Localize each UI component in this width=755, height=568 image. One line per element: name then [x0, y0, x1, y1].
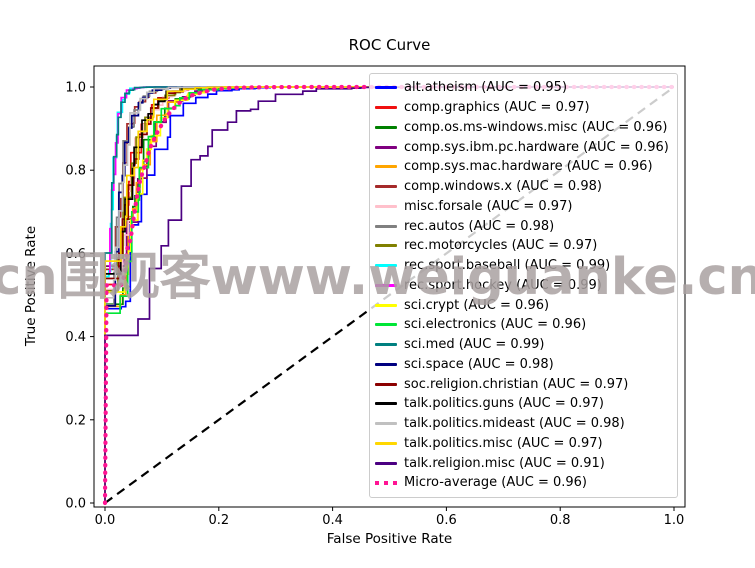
legend-item: rec.sport.hockey (AUC = 0.99) [375, 279, 671, 292]
chart-title: ROC Curve [348, 36, 431, 54]
legend-item-label: sci.med (AUC = 0.99) [404, 337, 545, 353]
x-axis-label: False Positive Rate [326, 531, 453, 547]
legend-item-label: rec.sport.baseball (AUC = 0.99) [404, 258, 611, 274]
legend-marker-line [375, 185, 397, 189]
y-tick-label: 0.4 [65, 330, 86, 345]
legend-marker-line [375, 165, 397, 169]
legend-item: talk.politics.misc (AUC = 0.97) [375, 437, 671, 450]
legend-item: misc.forsale (AUC = 0.97) [375, 200, 671, 213]
legend-item-label: talk.politics.misc (AUC = 0.97) [404, 435, 603, 451]
legend-item-label: talk.religion.misc (AUC = 0.91) [404, 455, 605, 471]
legend-marker-line [375, 422, 397, 426]
x-tick-label: 0.0 [95, 513, 116, 528]
legend-marker-line [375, 283, 397, 287]
legend-item: sci.crypt (AUC = 0.96) [375, 299, 671, 312]
legend-item: talk.religion.misc (AUC = 0.91) [375, 457, 671, 470]
legend-item-label: rec.motorcycles (AUC = 0.97) [404, 238, 598, 254]
legend-item-label: sci.crypt (AUC = 0.96) [404, 297, 550, 313]
legend-marker-line [375, 362, 397, 366]
legend-marker-line [375, 145, 397, 149]
legend-marker-line [375, 441, 397, 445]
legend-item: sci.med (AUC = 0.99) [375, 338, 671, 351]
legend-marker-line [375, 480, 397, 485]
legend-item-label: rec.autos (AUC = 0.98) [404, 218, 555, 234]
legend-item: comp.windows.x (AUC = 0.98) [375, 180, 671, 193]
legend-item-label: talk.politics.guns (AUC = 0.97) [404, 396, 604, 412]
legend-item: sci.electronics (AUC = 0.96) [375, 318, 671, 331]
plot-frame [93, 65, 686, 508]
legend-marker-line [375, 106, 397, 110]
legend-marker-line [375, 244, 397, 248]
legend-item-label: comp.os.ms-windows.misc (AUC = 0.96) [404, 119, 668, 135]
legend-item: rec.sport.baseball (AUC = 0.99) [375, 259, 671, 272]
legend-item: rec.motorcycles (AUC = 0.97) [375, 239, 671, 252]
legend-item-label: alt.atheism (AUC = 0.95) [404, 80, 568, 96]
legend-item-label: comp.windows.x (AUC = 0.98) [404, 179, 602, 195]
legend-item-label: comp.graphics (AUC = 0.97) [404, 100, 590, 116]
legend-item: rec.autos (AUC = 0.98) [375, 220, 671, 233]
legend-item: alt.atheism (AUC = 0.95) [375, 81, 671, 94]
legend-marker-line [375, 461, 397, 465]
legend-marker-line [375, 264, 397, 268]
legend-marker-line [375, 382, 397, 386]
legend-item: talk.politics.guns (AUC = 0.97) [375, 397, 671, 410]
legend-item-label: rec.sport.hockey (AUC = 0.99) [404, 277, 602, 293]
legend-marker-line [375, 323, 397, 327]
legend-item-label: sci.electronics (AUC = 0.96) [404, 317, 587, 333]
x-tick-label: 0.6 [436, 513, 457, 528]
y-tick-label: 1.0 [65, 81, 86, 96]
legend-item-label: misc.forsale (AUC = 0.97) [404, 198, 573, 214]
legend-item: comp.graphics (AUC = 0.97) [375, 101, 671, 114]
legend-marker-line [375, 224, 397, 228]
x-tick-label: 1.0 [664, 513, 685, 528]
legend-item: comp.os.ms-windows.misc (AUC = 0.96) [375, 121, 671, 134]
y-tick-label: 0.2 [65, 413, 86, 428]
legend-item: sci.space (AUC = 0.98) [375, 358, 671, 371]
legend-item-label: soc.religion.christian (AUC = 0.97) [404, 376, 629, 392]
legend-marker-line [375, 402, 397, 406]
legend-item: comp.sys.ibm.pc.hardware (AUC = 0.96) [375, 141, 671, 154]
y-tick-label: 0.6 [65, 247, 86, 262]
x-tick-label: 0.2 [208, 513, 229, 528]
x-tick-label: 0.8 [550, 513, 571, 528]
legend-item: Micro-average (AUC = 0.96) [375, 476, 671, 489]
legend-item-label: sci.space (AUC = 0.98) [404, 356, 554, 372]
y-axis-label: True Positive Rate [23, 225, 39, 347]
legend-item-label: comp.sys.ibm.pc.hardware (AUC = 0.96) [404, 139, 669, 155]
legend-marker-line [375, 125, 397, 129]
chart-legend: alt.atheism (AUC = 0.95) comp.graphics (A… [369, 73, 678, 498]
legend-marker-line [375, 303, 397, 307]
legend-item: talk.politics.mideast (AUC = 0.98) [375, 417, 671, 430]
legend-item-label: Micro-average (AUC = 0.96) [404, 475, 588, 491]
legend-item: comp.sys.mac.hardware (AUC = 0.96) [375, 160, 671, 173]
y-tick-label: 0.8 [65, 164, 86, 179]
x-tick-label: 0.4 [322, 513, 343, 528]
legend-item-label: comp.sys.mac.hardware (AUC = 0.96) [404, 159, 653, 175]
legend-marker-line [375, 86, 397, 90]
legend-item: soc.religion.christian (AUC = 0.97) [375, 378, 671, 391]
y-tick-label: 0.0 [65, 497, 86, 512]
legend-marker-line [375, 343, 397, 347]
legend-item-label: talk.politics.mideast (AUC = 0.98) [404, 416, 625, 432]
legend-marker-line [375, 204, 397, 208]
